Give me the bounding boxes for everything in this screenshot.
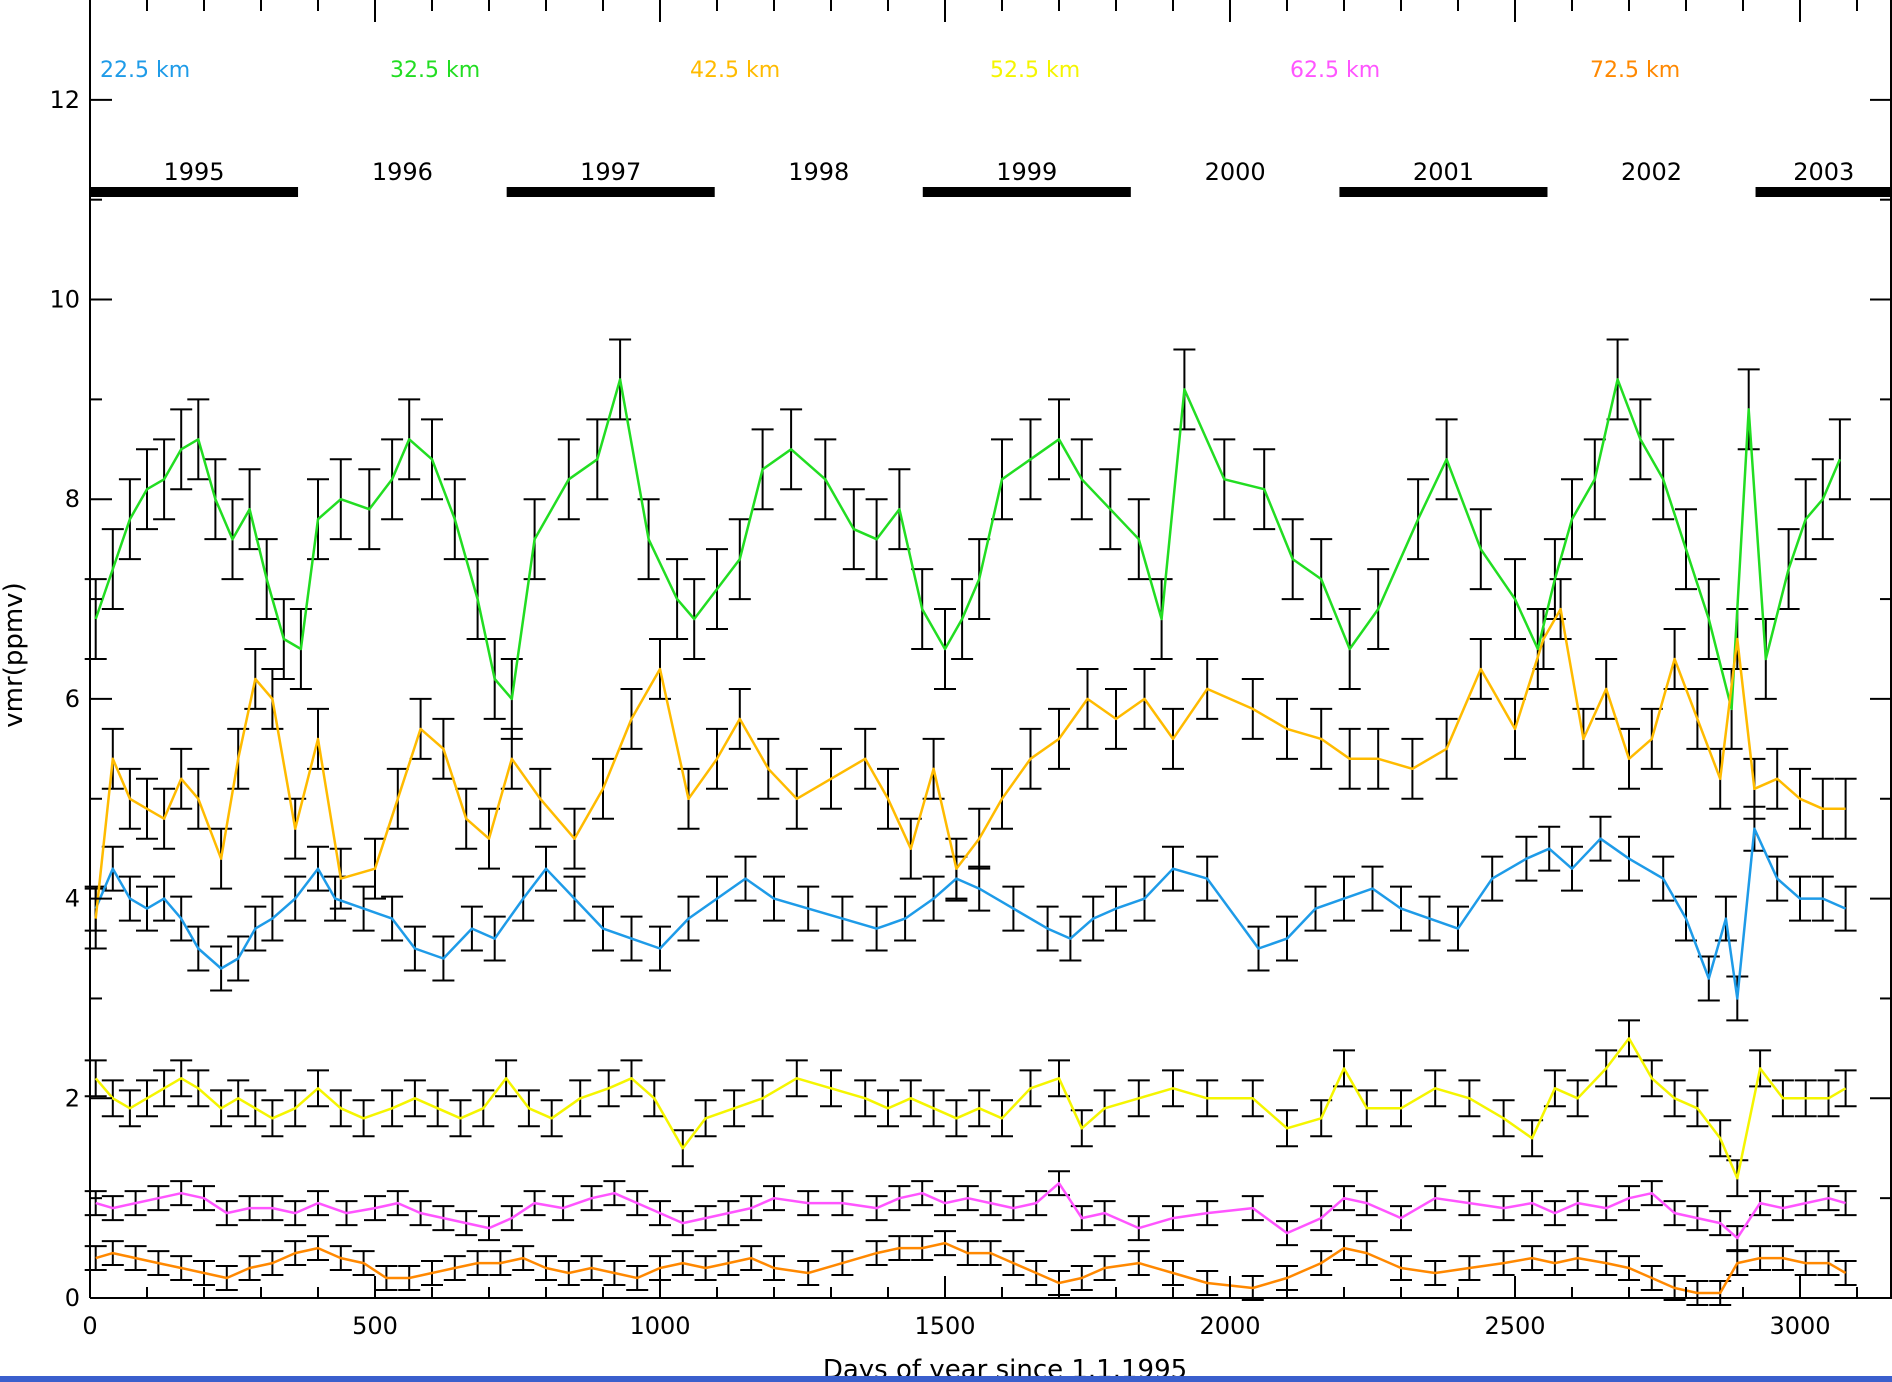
y-tick-label: 8 [65, 485, 80, 513]
y-tick-label: 10 [49, 286, 80, 314]
year-label: 1995 [163, 158, 224, 186]
y-tick-label: 6 [65, 685, 80, 713]
year-bands: 1995 1996 1997 1998 1999 2000 2001 2002 2003 [90, 158, 1892, 197]
year-label: 1996 [372, 158, 433, 186]
y-axis-title: vmr(ppmv) [0, 582, 29, 727]
x-tick-label: 2000 [1199, 1312, 1260, 1340]
x-tick-label: 1000 [629, 1312, 690, 1340]
series-line [94, 1037, 1847, 1180]
year-label: 1998 [788, 158, 849, 186]
year-band-bar [1339, 187, 1548, 197]
year-label: 2003 [1793, 158, 1854, 186]
series-line [94, 378, 1842, 711]
y-tick-label: 2 [65, 1084, 80, 1112]
x-tick-label: 500 [352, 1312, 398, 1340]
year-band-bar [506, 187, 715, 197]
year-label: 2002 [1621, 158, 1682, 186]
series-line [94, 607, 1846, 919]
x-tick-label: 0 [82, 1312, 97, 1340]
y-tick-label: 12 [49, 86, 80, 114]
year-band-bar [922, 187, 1131, 197]
axes: 0 2 4 6 8 10 12 0 500 1000 1500 2000 2500 3000 [49, 0, 1892, 1340]
series-line [95, 1181, 1846, 1240]
year-band-bar [90, 187, 299, 197]
year-label: 2001 [1413, 158, 1474, 186]
series-line [95, 1241, 1847, 1295]
legend-entry: 22.5 km [100, 58, 190, 83]
legend-entry: 42.5 km [690, 58, 780, 83]
year-label: 2000 [1205, 158, 1266, 186]
year-band-bar [1755, 187, 1892, 197]
x-tick-label: 1500 [914, 1312, 975, 1340]
legend-entry: 32.5 km [390, 58, 480, 83]
year-label: 1999 [996, 158, 1057, 186]
y-tick-label: 0 [65, 1284, 80, 1312]
series-line [94, 827, 1847, 1000]
legend-entry: 72.5 km [1590, 58, 1680, 83]
year-label: 1997 [580, 158, 641, 186]
legend: 22.5 km 32.5 km 42.5 km 52.5 km 62.5 km 72.5 … [100, 58, 1680, 83]
legend-entry: 52.5 km [990, 58, 1080, 83]
x-tick-label: 3000 [1769, 1312, 1830, 1340]
y-tick-label: 4 [65, 885, 80, 913]
series-lines [94, 378, 1847, 1295]
x-tick-label: 2500 [1484, 1312, 1545, 1340]
bottom-rule [0, 1376, 1892, 1382]
legend-entry: 62.5 km [1290, 58, 1380, 83]
